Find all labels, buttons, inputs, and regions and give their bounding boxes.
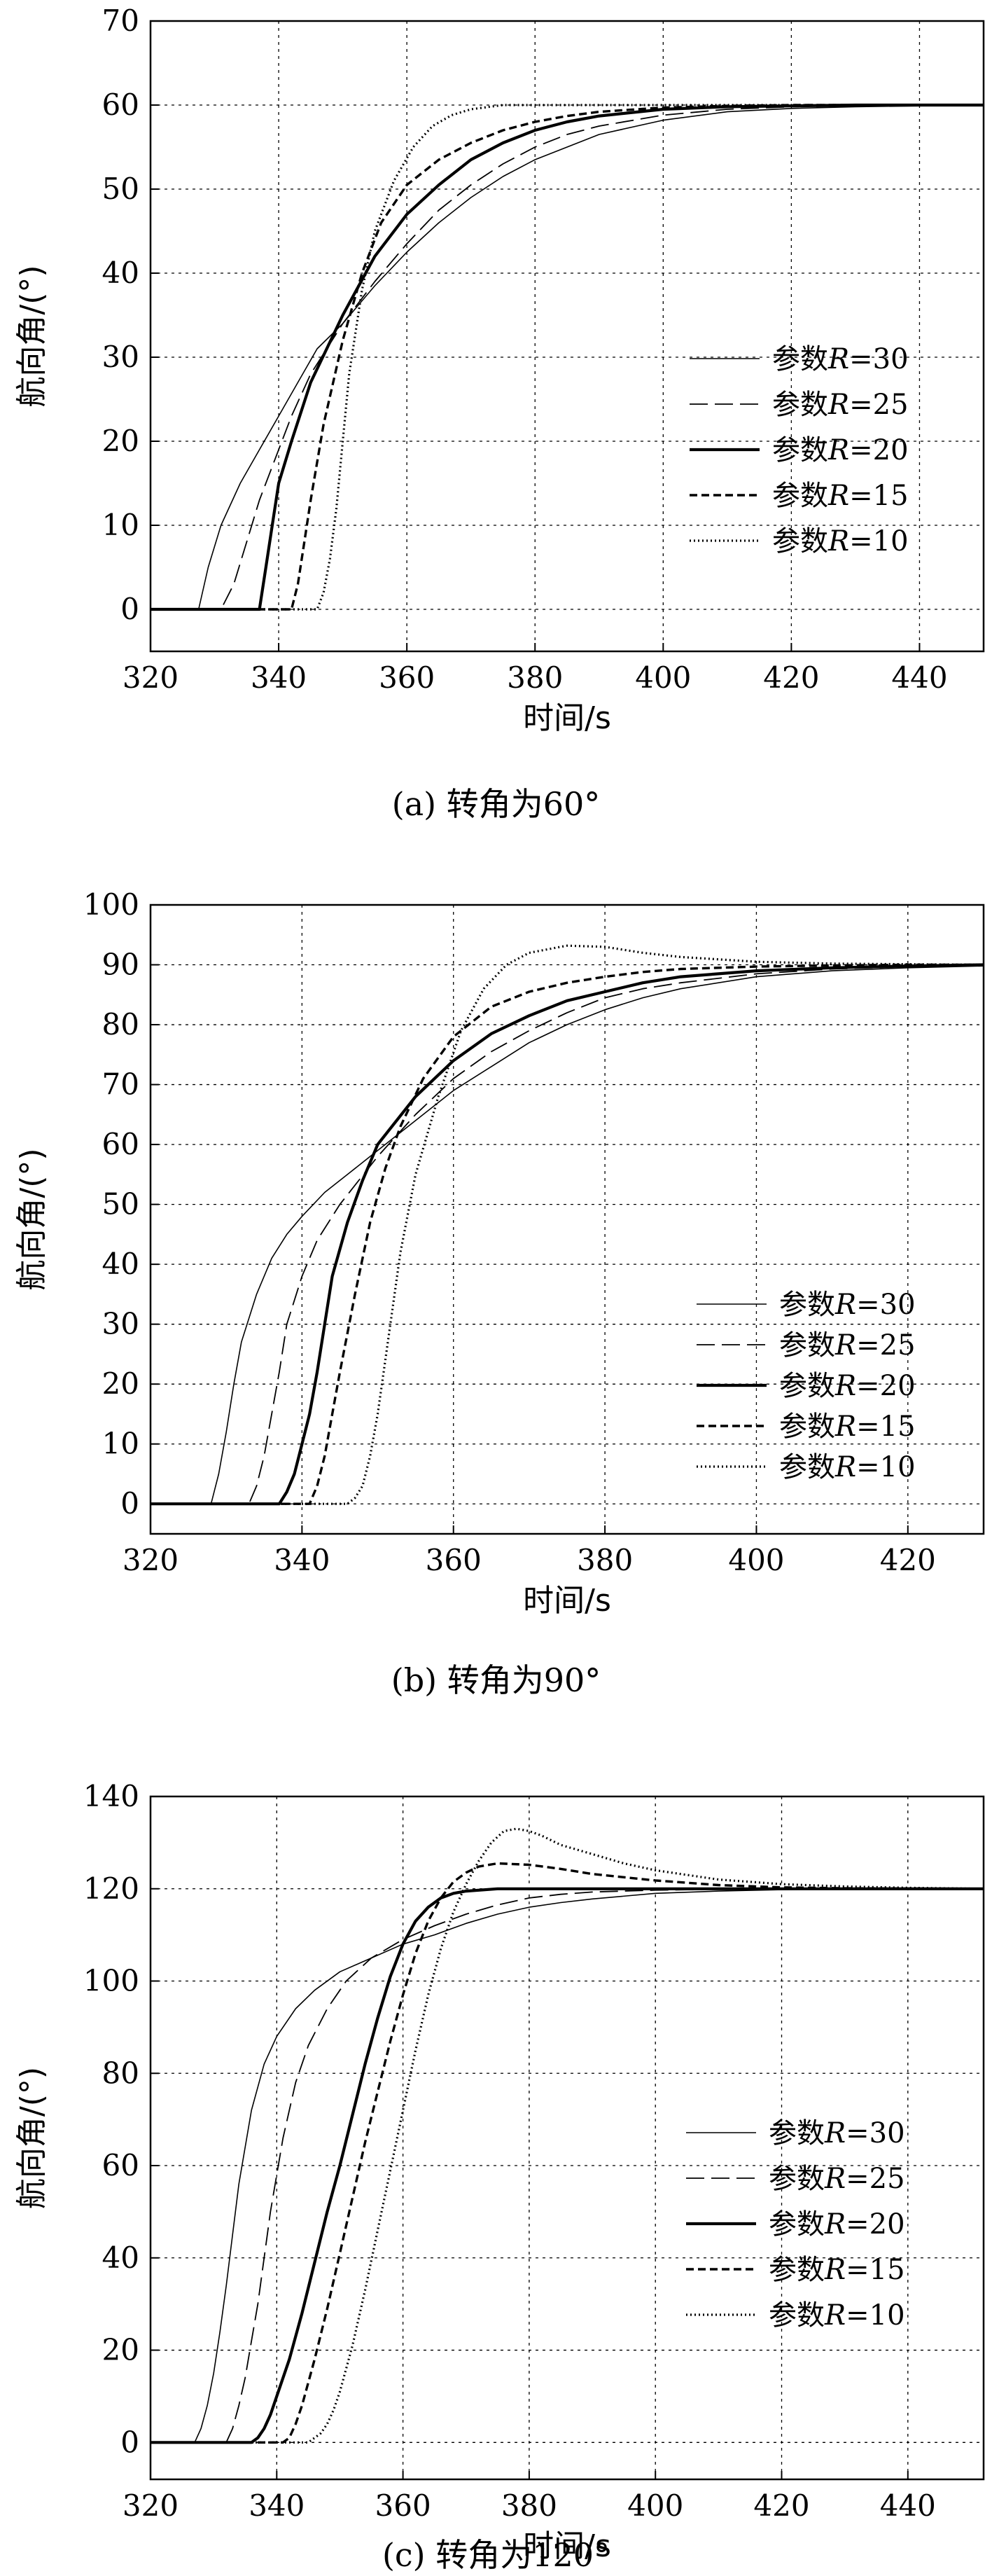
- series-line-b-0: [151, 965, 984, 1504]
- x-tick-label: 360: [426, 1543, 482, 1577]
- series-line-b-3: [151, 963, 984, 1505]
- y-tick-label: 20: [102, 424, 139, 458]
- series-line-c-2: [151, 1887, 984, 2444]
- y-tick-label: 120: [83, 1871, 139, 1906]
- y-tick-label: 70: [102, 4, 139, 38]
- x-tick-label: 380: [501, 2488, 557, 2523]
- legend-label-1: 参数R=25: [772, 389, 909, 421]
- legend-c: 参数R=30 参数R=25 参数R=20 参数R=15 参数R=10: [686, 2117, 905, 2332]
- x-axis-label: 时间/s: [523, 700, 611, 736]
- y-tick-label: 50: [102, 172, 139, 206]
- y-tick-label: 20: [102, 2333, 139, 2367]
- series-line-c-0: [151, 1888, 984, 2444]
- plot-frame-b: [149, 903, 985, 1535]
- y-tick-label: 30: [102, 1307, 139, 1341]
- x-tick-label: 380: [577, 1543, 633, 1577]
- y-tick-label: 70: [102, 1067, 139, 1102]
- chart-b-svg: 320 340 360 380 400 420 0 10 20 30 40 50 60 70 80 90 100…: [14, 887, 985, 1619]
- y-tick-label: 100: [83, 1964, 139, 1998]
- y-tick-label: 60: [102, 88, 139, 122]
- legend-label-2: 参数R=20: [772, 434, 909, 466]
- plot-frame-a: [149, 20, 985, 653]
- chart-panel-c: 320 340 360 380 400 420 440 0 20 40 60 80 100 120 140 时…: [0, 1758, 992, 2570]
- series-line-a-1: [151, 104, 984, 610]
- x-tick-label: 380: [507, 660, 563, 695]
- legend-label-3: 参数R=15: [769, 2254, 905, 2286]
- x-tick-label: 400: [627, 2488, 683, 2523]
- chart-panel-b: 320 340 360 380 400 420 0 10 20 30 40 50 60 70 80 90 100…: [0, 875, 992, 1737]
- x-tick-label: 420: [763, 660, 819, 695]
- legend-label-1: 参数R=25: [769, 2163, 905, 2195]
- y-axis-label: 航向角/(°): [14, 265, 50, 407]
- y-tick-label: 10: [102, 1427, 139, 1461]
- legend-label-4: 参数R=10: [779, 1451, 916, 1483]
- legend-label-0: 参数R=30: [779, 1289, 916, 1321]
- x-axis-label: 时间/s: [523, 1583, 611, 1619]
- x-tick-label: 340: [249, 2488, 305, 2523]
- series-line-a-3: [151, 104, 984, 611]
- legend-label-3: 参数R=15: [772, 480, 909, 512]
- legend-label-1: 参数R=25: [779, 1329, 916, 1362]
- y-tick-label: 40: [102, 2241, 139, 2275]
- x-tick-label: 400: [635, 660, 691, 695]
- y-tick-label: 20: [102, 1366, 139, 1401]
- x-axis-label: 时间/s: [523, 2528, 611, 2564]
- chart-c-caption: (c) 转角为120°: [382, 2536, 610, 2574]
- series-line-a-4: [151, 104, 984, 611]
- x-tick-label: 360: [379, 660, 435, 695]
- legend-label-3: 参数R=15: [779, 1411, 916, 1443]
- series-line-c-3: [151, 1862, 984, 2444]
- series-line-a-0: [151, 104, 984, 610]
- x-tick-label: 420: [880, 1543, 936, 1577]
- x-tick-label: 320: [123, 1543, 179, 1577]
- y-tick-label: 60: [102, 1127, 139, 1161]
- series-line-b-2: [151, 963, 984, 1506]
- x-tick-label: 440: [880, 2488, 936, 2523]
- y-tick-label: 0: [120, 592, 139, 626]
- x-tick-label: 400: [728, 1543, 784, 1577]
- y-tick-label: 60: [102, 2148, 139, 2182]
- chart-a-caption: (a) 转角为60°: [391, 785, 601, 823]
- legend-label-2: 参数R=20: [779, 1370, 916, 1402]
- x-tick-label: 360: [375, 2488, 431, 2523]
- x-tick-label: 320: [123, 2488, 179, 2523]
- legend-label-4: 参数R=10: [769, 2299, 905, 2332]
- chart-b-caption: (b) 转角为90°: [391, 1661, 601, 1699]
- y-axis-label: 航向角/(°): [14, 1148, 50, 1290]
- y-tick-label: 10: [102, 508, 139, 542]
- chart-a-svg: 320 340 360 380 400 420 440 0 10 20 30 40 50 60 70 时间/s…: [14, 4, 985, 736]
- x-tick-label: 340: [274, 1543, 330, 1577]
- legend-label-0: 参数R=30: [769, 2117, 905, 2149]
- y-tick-label: 80: [102, 2056, 139, 2090]
- x-tick-label: 340: [251, 660, 307, 695]
- y-axis-label: 航向角/(°): [14, 2067, 50, 2209]
- y-tick-label: 0: [120, 1486, 139, 1521]
- legend-label-0: 参数R=30: [772, 343, 909, 375]
- legend-b: 参数R=30 参数R=25 参数R=20 参数R=15 参数R=10: [697, 1289, 916, 1483]
- chart-panel-a: 320 340 360 380 400 420 440 0 10 20 30 40 50 60 70 时间/s…: [0, 0, 992, 861]
- x-tick-label: 320: [123, 660, 179, 695]
- x-tick-label: 420: [753, 2488, 809, 2523]
- y-tick-label: 0: [120, 2425, 139, 2459]
- plot-frame-c: [149, 1795, 985, 2481]
- y-tick-label: 140: [83, 1779, 139, 1813]
- y-tick-label: 100: [83, 887, 139, 922]
- grid-b: [151, 905, 984, 1534]
- y-tick-label: 40: [102, 1247, 139, 1281]
- y-tick-label: 50: [102, 1187, 139, 1221]
- y-tick-label: 40: [102, 256, 139, 290]
- series-line-b-1: [151, 964, 984, 1505]
- y-tick-label: 30: [102, 340, 139, 374]
- y-tick-label: 80: [102, 1007, 139, 1041]
- chart-c-svg: 320 340 360 380 400 420 440 0 20 40 60 80 100 120 140 时…: [14, 1779, 985, 2564]
- legend-label-2: 参数R=20: [769, 2208, 905, 2241]
- grid-a: [151, 21, 984, 651]
- legend-label-4: 参数R=10: [772, 525, 909, 558]
- series-line-c-4: [151, 1827, 984, 2444]
- y-tick-label: 90: [102, 948, 139, 982]
- legend-a: 参数R=30 参数R=25 参数R=20 参数R=15 参数R=10: [690, 343, 909, 558]
- x-tick-label: 440: [891, 660, 947, 695]
